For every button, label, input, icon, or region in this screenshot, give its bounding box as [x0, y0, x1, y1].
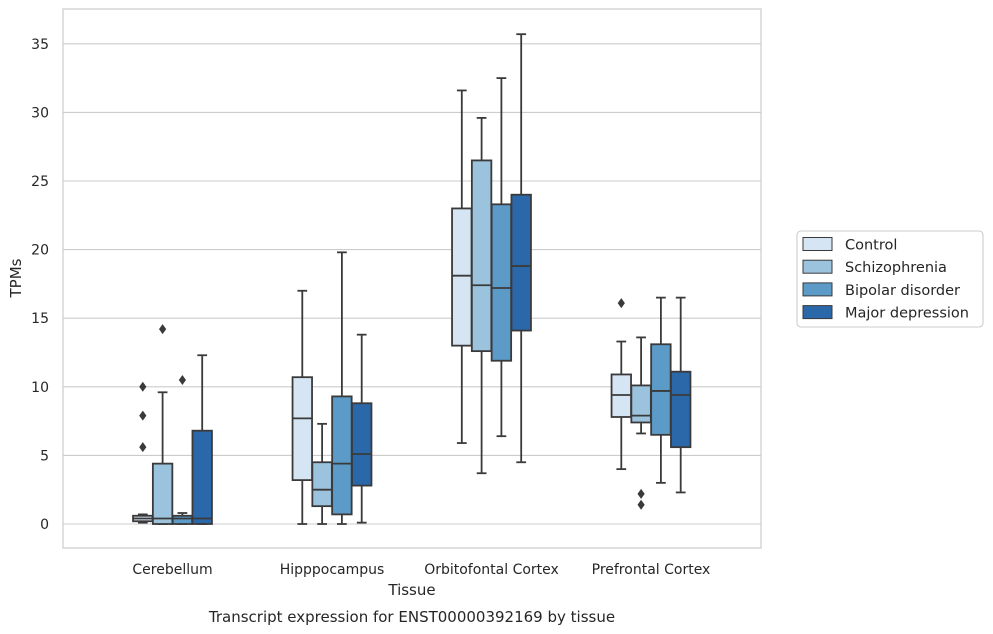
plot-area	[62, 8, 762, 549]
box-iqr	[151, 462, 174, 525]
x-tick-label: Hipppocampus	[280, 562, 385, 578]
x-tick-label: Cerebellum	[132, 562, 212, 578]
box-iqr	[490, 203, 513, 362]
legend-label: Bipolar disorder	[845, 283, 960, 299]
outlier-point	[617, 298, 625, 309]
box-group	[132, 381, 154, 524]
box-iqr	[311, 461, 333, 508]
box-group	[291, 289, 313, 525]
y-tick-label: 5	[40, 448, 49, 464]
box-iqr	[670, 370, 692, 449]
legend-swatch	[802, 259, 833, 274]
legend-label: Major depression	[845, 306, 969, 322]
y-tick-label: 25	[31, 174, 49, 190]
box-group	[490, 77, 513, 438]
outlier-point	[139, 381, 147, 392]
outlier-point	[637, 488, 645, 499]
box-group	[191, 354, 213, 525]
box-iqr	[291, 376, 313, 481]
box-iqr	[191, 429, 213, 525]
y-tick-label: 10	[31, 380, 49, 396]
box-iqr	[351, 402, 373, 487]
box-group	[670, 296, 692, 494]
outlier-point	[178, 374, 186, 385]
y-tick-label: 35	[31, 37, 49, 53]
y-tick-label: 30	[31, 105, 49, 121]
box-iqr	[630, 384, 652, 424]
legend-frame	[796, 230, 984, 328]
box-group	[650, 296, 672, 484]
outlier-point	[139, 410, 147, 421]
y-axis-title: TPMs	[7, 258, 25, 298]
legend-label: Control	[845, 238, 897, 254]
x-tick-label: Orbitofontal Cortex	[424, 562, 559, 578]
legend-swatch	[802, 237, 833, 251]
legend-label: Schizophrenia	[845, 260, 947, 276]
y-tick-label: 0	[40, 517, 49, 533]
x-tick-label: Prefrontal Cortex	[592, 562, 711, 578]
box-group	[451, 89, 473, 444]
y-tick-label: 15	[31, 311, 49, 327]
box-iqr	[331, 395, 353, 516]
box-group	[610, 298, 632, 471]
box-iqr	[171, 514, 194, 525]
chart-title: Transcript expression for ENST0000039216…	[208, 608, 615, 626]
box-group	[630, 336, 652, 510]
legend-swatch	[802, 282, 833, 297]
y-tick-label: 20	[31, 243, 49, 259]
outlier-point	[159, 324, 167, 335]
box-group	[151, 324, 174, 525]
outlier-point	[637, 499, 645, 510]
box-group	[351, 333, 373, 524]
x-axis-title: Tissue	[387, 581, 435, 599]
legend-swatch	[802, 305, 833, 320]
outlier-point	[139, 442, 147, 453]
box-group	[331, 251, 353, 525]
box-group	[510, 33, 532, 464]
legend: Control Schizophrenia Bipolar disorder Majo…	[796, 230, 984, 328]
box-iqr	[650, 343, 672, 436]
box-iqr	[451, 207, 473, 347]
box-iqr	[470, 159, 493, 353]
box-iqr	[510, 193, 532, 332]
